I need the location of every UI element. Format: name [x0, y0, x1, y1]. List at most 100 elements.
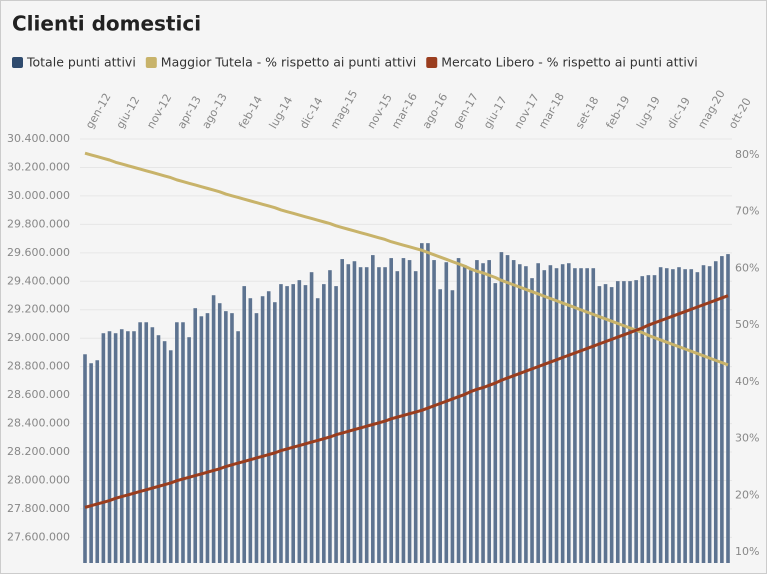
- bar: [358, 267, 363, 563]
- bar: [83, 354, 87, 563]
- bar: [548, 265, 553, 563]
- bar: [224, 311, 228, 563]
- y-tick-label: 27.600.000: [7, 530, 70, 543]
- bar: [248, 298, 253, 563]
- bar: [285, 286, 289, 563]
- bar: [107, 331, 112, 563]
- y2-tick-label: 10%: [735, 545, 759, 558]
- bar: [487, 260, 491, 563]
- bar: [334, 286, 338, 563]
- bar: [199, 316, 204, 563]
- bar: [646, 275, 651, 563]
- bar: [89, 363, 93, 563]
- bar: [420, 243, 424, 563]
- bar: [328, 270, 332, 563]
- line: [84, 151, 729, 367]
- bar: [444, 262, 449, 563]
- legend-label: Totale punti attivi: [26, 55, 136, 70]
- bar: [462, 265, 467, 563]
- bar: [187, 337, 191, 563]
- y-tick-label: 29.200.000: [7, 303, 70, 316]
- legend-swatch: [12, 57, 23, 68]
- bar: [726, 254, 730, 564]
- bar: [634, 280, 638, 563]
- bar: [309, 272, 314, 563]
- bar: [273, 302, 277, 563]
- bar: [266, 291, 271, 563]
- bar: [579, 268, 583, 563]
- bar: [701, 265, 706, 563]
- bar: [389, 258, 393, 563]
- bar: [193, 308, 198, 563]
- bar: [217, 303, 222, 563]
- y2-tick-label: 60%: [735, 261, 759, 274]
- bar: [254, 313, 259, 563]
- bar: [279, 284, 283, 563]
- bar: [242, 286, 247, 563]
- bar: [401, 258, 406, 563]
- bar: [364, 267, 369, 563]
- bar: [585, 268, 589, 563]
- bar: [383, 267, 387, 563]
- bar: [628, 281, 632, 563]
- bar: [315, 298, 320, 563]
- bar: [511, 260, 516, 563]
- bar: [322, 284, 326, 563]
- bar: [211, 295, 216, 563]
- bar: [677, 267, 681, 563]
- y-tick-label: 27.800.000: [7, 502, 70, 515]
- bar: [499, 252, 504, 564]
- bar: [469, 270, 473, 563]
- bar: [162, 341, 167, 563]
- legend-swatch: [145, 57, 157, 68]
- legend-label: Mercato Libero - % rispetto ai punti att…: [441, 55, 698, 70]
- bar: [664, 268, 669, 563]
- bar: [640, 276, 645, 563]
- bar: [450, 290, 455, 563]
- bar: [260, 296, 265, 563]
- y-tick-label: 29.600.000: [7, 246, 70, 259]
- bar: [438, 289, 442, 563]
- bar: [377, 267, 381, 563]
- y2-tick-label: 50%: [735, 318, 759, 331]
- y-tick-label: 30.000.000: [7, 189, 70, 202]
- bar: [175, 322, 179, 563]
- bar: [658, 267, 663, 563]
- bar: [371, 255, 375, 563]
- chart-title: Clienti domestici: [12, 12, 201, 36]
- bar: [615, 281, 620, 563]
- y-tick-label: 29.400.000: [7, 274, 70, 287]
- bar: [517, 264, 522, 563]
- bar: [597, 286, 602, 563]
- bar: [297, 280, 302, 563]
- y2-tick-label: 80%: [735, 148, 759, 161]
- y-tick-label: 28.600.000: [7, 388, 70, 401]
- y-tick-label: 28.400.000: [7, 417, 70, 430]
- bar: [413, 271, 418, 563]
- legend-label: Maggior Tutela - % rispetto ai punti att…: [161, 55, 416, 70]
- bar: [591, 268, 596, 563]
- y-tick-label: 29.800.000: [7, 217, 70, 230]
- y2-tick-label: 40%: [735, 375, 759, 388]
- bar: [530, 278, 534, 563]
- bar: [542, 270, 547, 563]
- bar: [505, 255, 510, 563]
- bar: [713, 261, 718, 563]
- bar: [720, 256, 724, 563]
- bar: [671, 269, 675, 563]
- bar: [346, 264, 351, 563]
- bar: [236, 331, 240, 563]
- y-tick-label: 29.000.000: [7, 331, 70, 344]
- bar: [609, 287, 614, 563]
- y-tick-label: 28.200.000: [7, 445, 70, 458]
- bar: [689, 269, 694, 563]
- bar: [524, 266, 528, 563]
- legend-swatch: [426, 57, 438, 68]
- bar: [181, 322, 185, 563]
- bar: [144, 322, 149, 563]
- bar: [156, 335, 161, 563]
- bar: [168, 350, 173, 563]
- bar: [119, 329, 124, 563]
- y-tick-label: 30.200.000: [7, 160, 70, 173]
